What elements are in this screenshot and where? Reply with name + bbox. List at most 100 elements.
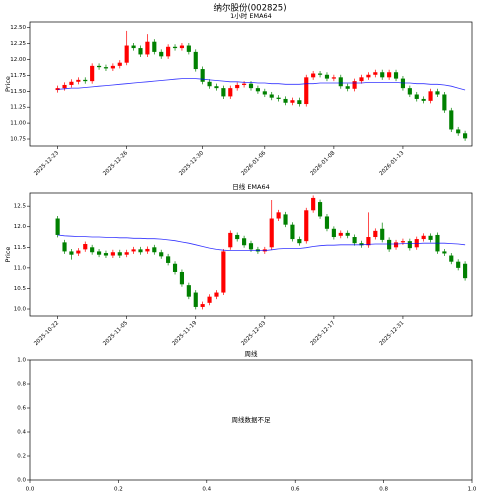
candle-body — [345, 232, 350, 236]
candle-body — [317, 73, 323, 75]
candle-body — [138, 249, 143, 253]
candle-body — [172, 263, 178, 272]
x-tick-label: 2025-10-22 — [33, 320, 60, 347]
x-tick-label: 0.8 — [379, 487, 388, 493]
candle-body — [290, 224, 295, 240]
annotation: 周线数据不足 — [232, 415, 272, 424]
axes-frame — [29, 192, 473, 317]
y-tick-label: 11.5 — [14, 245, 27, 251]
candle-body — [297, 100, 302, 105]
candle-body — [359, 243, 364, 246]
candle-body — [324, 216, 330, 229]
candle-body — [283, 98, 288, 103]
ema-line — [57, 78, 466, 91]
candle-body — [200, 304, 205, 307]
candle-body — [456, 261, 461, 268]
candle-body — [400, 241, 406, 243]
y-tick-label: 10.0 — [14, 307, 27, 313]
candle-body — [172, 46, 178, 49]
y-tick-label: 12.5 — [14, 204, 27, 210]
x-tick-label: 2025-12-30 — [178, 150, 205, 177]
candle-body — [124, 45, 129, 63]
candle-body — [117, 252, 122, 256]
candle-body — [235, 84, 240, 89]
axes-frame — [29, 359, 473, 481]
candle-body — [324, 74, 330, 79]
x-tick-label: 0.6 — [291, 487, 300, 493]
candle-body — [214, 86, 219, 89]
x-tick-label: 0.2 — [114, 487, 123, 493]
candle-body — [338, 232, 343, 236]
y-tick-label: 1.0 — [17, 358, 26, 364]
y-tick-label: 0.0 — [17, 478, 26, 484]
candle-body — [166, 256, 171, 263]
panel-title: 1小时 EMA64 — [230, 11, 272, 20]
candle-body — [428, 91, 433, 101]
candle-body — [352, 237, 357, 244]
candle-body — [345, 86, 350, 89]
candle-body — [276, 212, 281, 219]
candle-body — [407, 241, 412, 249]
candle-body — [269, 94, 274, 98]
candle-body — [331, 77, 336, 79]
candle-body — [152, 41, 157, 52]
candle-body — [152, 247, 157, 253]
candle-body — [283, 214, 288, 225]
candle-body — [407, 88, 412, 95]
candle-body — [214, 292, 219, 297]
y-tick-label: 11.00 — [10, 121, 26, 127]
y-tick-label: 11.0 — [14, 265, 27, 271]
candle-body — [352, 81, 357, 89]
candle-body — [76, 250, 81, 254]
candle-body — [62, 242, 67, 252]
candle-body — [76, 79, 81, 82]
candle-body — [200, 69, 205, 82]
candle-body — [193, 51, 198, 70]
x-tick-label: 2025-11-05 — [102, 320, 129, 347]
x-tick-label: 2026-01-08 — [310, 150, 337, 177]
candle-body — [393, 242, 399, 248]
candle-body — [428, 235, 433, 240]
candle-body — [317, 202, 323, 217]
candle-body — [442, 251, 447, 254]
y-tick-label: 10.5 — [14, 286, 27, 292]
x-tick-label: 2025-12-17 — [310, 320, 337, 347]
candle-body — [242, 83, 247, 85]
candle-body — [304, 210, 309, 242]
candle-body — [69, 81, 74, 85]
candle-body — [124, 252, 129, 255]
candle-body — [311, 73, 316, 78]
candle-body — [387, 239, 392, 250]
candle-body — [290, 100, 295, 103]
y-tick-label: 12.0 — [14, 224, 27, 230]
candle-body — [207, 81, 212, 87]
candle-body — [207, 296, 212, 303]
candle-body — [269, 218, 274, 248]
candle-body — [145, 41, 150, 55]
candle-body — [255, 88, 260, 92]
candle-body — [442, 94, 447, 111]
y-tick-label: 12.00 — [10, 57, 26, 63]
candle-body — [449, 110, 454, 130]
candle-body — [380, 228, 385, 240]
candle-body — [463, 133, 468, 139]
candle-body — [166, 46, 171, 57]
candle-body — [103, 253, 109, 256]
candle-body — [331, 228, 336, 238]
candle-body — [103, 67, 109, 69]
y-tick-label: 11.75 — [10, 73, 26, 79]
y-tick-label: 0.6 — [17, 406, 26, 412]
candle-body — [62, 84, 67, 89]
x-tick-label: 0.0 — [26, 487, 35, 493]
candle-body — [221, 88, 226, 97]
candle-body — [110, 65, 115, 69]
candle-body — [276, 97, 281, 99]
candle-body — [131, 249, 136, 252]
candle-body — [179, 45, 185, 49]
candle-body — [366, 237, 371, 246]
candle-body — [304, 77, 309, 105]
candle-body — [338, 77, 343, 87]
x-tick-label: 1.0 — [468, 487, 477, 493]
